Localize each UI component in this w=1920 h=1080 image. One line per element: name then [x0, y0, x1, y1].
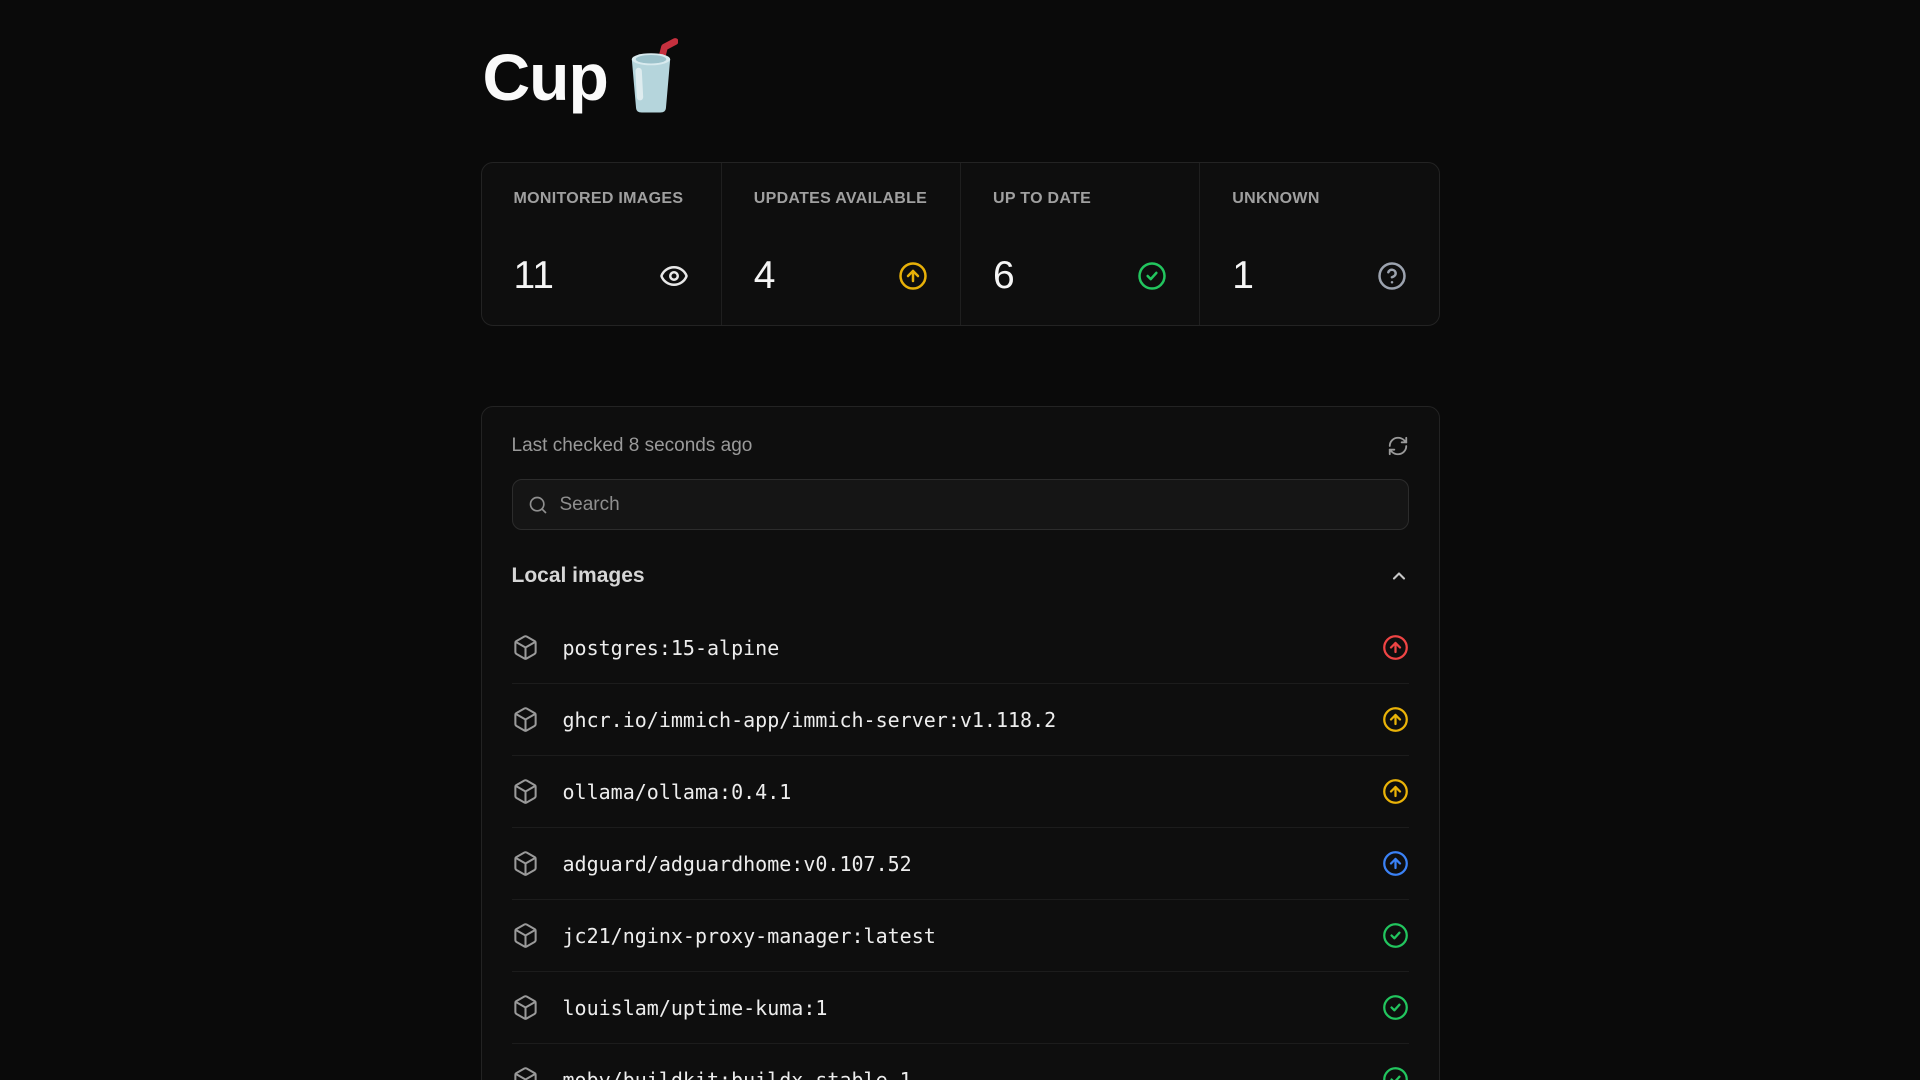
circle-arrow-up-icon — [1382, 850, 1409, 877]
stat-label: UPDATES AVAILABLE — [753, 190, 928, 207]
stat-cell: UNKNOWN 1 — [1199, 163, 1438, 325]
circle-arrow-up-icon — [1382, 706, 1409, 733]
image-row[interactable]: postgres:15-alpine — [512, 612, 1409, 683]
refresh-icon[interactable] — [1387, 435, 1409, 457]
image-row[interactable]: louislam/uptime-kuma:1 — [511, 971, 1409, 1043]
image-list: postgres:15-alpine ghcr.io/immich-app/im… — [511, 612, 1409, 1080]
section-title: Local images — [511, 564, 645, 587]
local-images-section-toggle[interactable]: Local images — [512, 562, 1409, 590]
image-row[interactable]: jc21/nginx-proxy-manager:latest — [511, 899, 1409, 971]
circle-help-icon — [1377, 261, 1407, 291]
stat-cell: MONITORED IMAGES 11 — [482, 163, 721, 325]
image-name: ghcr.io/immich-app/immich-server:v1.118.… — [562, 707, 1057, 732]
stats-summary: MONITORED IMAGES 11 UPDATES AVAILABLE 4 … — [480, 162, 1440, 326]
stat-cell: UPDATES AVAILABLE 4 — [720, 163, 960, 325]
search-input[interactable] — [557, 492, 1393, 517]
image-row[interactable]: ghcr.io/immich-app/immich-server:v1.118.… — [511, 683, 1409, 755]
circle-check-icon — [1382, 922, 1409, 949]
image-row[interactable]: moby/buildkit:buildx-stable-1 — [511, 1043, 1409, 1080]
image-row[interactable]: ollama/ollama:0.4.1 — [511, 755, 1409, 827]
package-icon — [512, 850, 539, 877]
eye-icon — [659, 261, 689, 291]
circle-check-icon — [1382, 1066, 1409, 1080]
app-page: Cup MONITORED IMAGES 11 UPDATES AVAILABL… — [480, 38, 1440, 1080]
circle-arrow-up-icon — [1382, 634, 1409, 661]
image-name: ollama/ollama:0.4.1 — [562, 779, 792, 804]
last-checked-text: Last checked 8 seconds ago — [511, 435, 753, 456]
stat-label: UNKNOWN — [1232, 190, 1320, 207]
package-icon — [512, 994, 539, 1021]
cup-with-straw-emoji — [631, 38, 678, 113]
image-name: adguard/adguardhome:v0.107.52 — [562, 851, 912, 876]
stat-value: 11 — [513, 254, 555, 297]
images-panel: Last checked 8 seconds ago Local images … — [480, 406, 1440, 1080]
stat-value: 6 — [993, 254, 1015, 297]
package-icon — [512, 706, 539, 733]
circle-arrow-up-icon — [1382, 778, 1409, 805]
circle-arrow-up-icon — [898, 261, 928, 291]
image-row[interactable]: adguard/adguardhome:v0.107.52 — [511, 827, 1409, 899]
app-header: Cup — [482, 38, 1440, 128]
package-icon — [512, 634, 539, 661]
circle-check-icon — [1382, 994, 1409, 1021]
package-icon — [512, 922, 539, 949]
stat-cell: UP TO DATE 6 — [960, 163, 1199, 325]
image-name: jc21/nginx-proxy-manager:latest — [562, 923, 936, 948]
package-icon — [512, 1066, 539, 1080]
stat-label: UP TO DATE — [993, 190, 1092, 207]
stat-label: MONITORED IMAGES — [513, 190, 684, 207]
image-name: postgres:15-alpine — [562, 635, 780, 660]
image-name: moby/buildkit:buildx-stable-1 — [562, 1067, 912, 1080]
stat-value: 4 — [753, 254, 776, 297]
image-name: louislam/uptime-kuma:1 — [562, 995, 828, 1020]
stat-value: 1 — [1232, 254, 1254, 297]
chevron-up-icon — [1389, 566, 1409, 586]
app-title: Cup — [482, 40, 609, 114]
search-box[interactable] — [511, 479, 1409, 530]
search-icon — [528, 495, 548, 515]
package-icon — [512, 778, 539, 805]
circle-check-icon — [1137, 261, 1167, 291]
